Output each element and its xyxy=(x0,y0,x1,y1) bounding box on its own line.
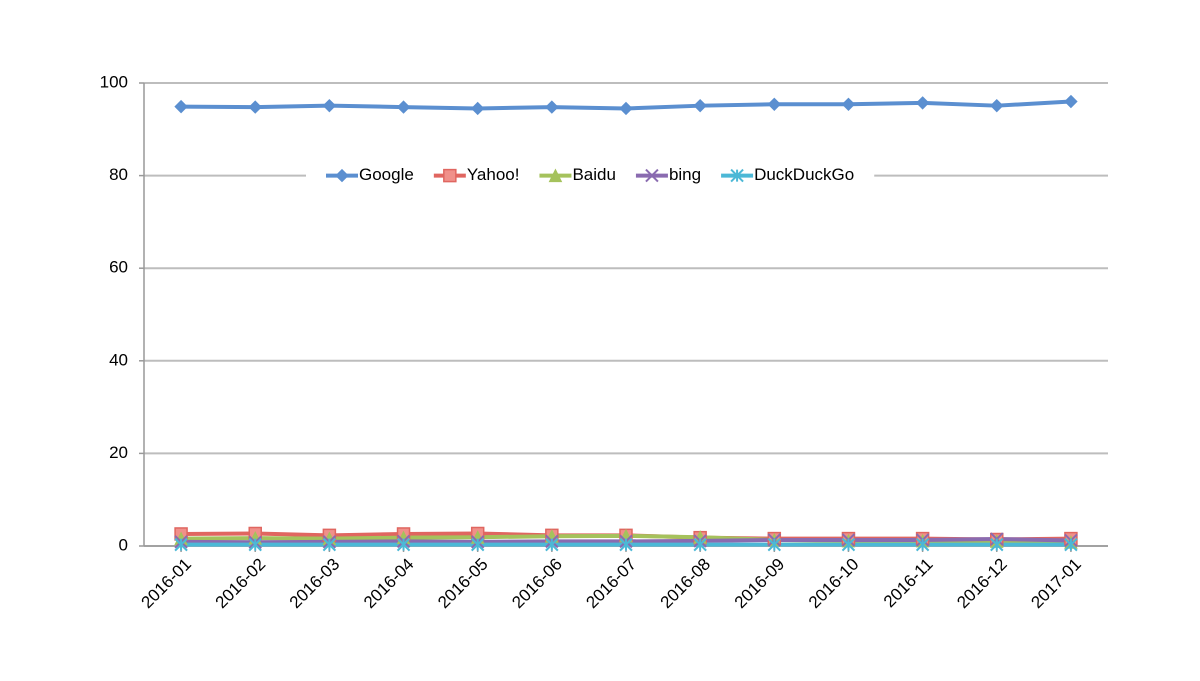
legend-marker xyxy=(548,168,563,183)
legend-label: bing xyxy=(669,165,701,184)
data-point xyxy=(545,100,559,114)
x-tick-label: 2016-11 xyxy=(880,555,937,612)
data-point xyxy=(1064,537,1078,552)
data-point xyxy=(248,537,262,552)
data-point xyxy=(1064,94,1078,109)
data-point xyxy=(248,100,262,114)
x-tick-label: 2016-09 xyxy=(731,555,789,613)
x-tick-label: 2016-08 xyxy=(657,555,715,613)
data-point xyxy=(841,97,856,112)
x-tick-label: 2016-01 xyxy=(138,555,196,613)
legend-marker xyxy=(730,168,744,183)
legend-label: DuckDuckGo xyxy=(754,165,854,184)
x-tick-label: 2016-07 xyxy=(582,555,640,613)
data-point xyxy=(990,98,1004,113)
x-tick-label: 2016-12 xyxy=(953,555,1011,613)
legend-marker xyxy=(443,168,457,183)
data-point xyxy=(841,537,856,552)
data-point xyxy=(396,100,411,114)
legend-label: Google xyxy=(359,165,414,184)
data-point xyxy=(767,97,782,112)
y-tick-label: 80 xyxy=(109,165,128,184)
legend-label: Yahoo! xyxy=(467,165,520,184)
data-point xyxy=(545,537,559,552)
data-point xyxy=(619,101,633,116)
data-point xyxy=(174,537,188,552)
data-point xyxy=(693,537,707,552)
data-point xyxy=(915,96,930,110)
x-tick-label: 2016-02 xyxy=(212,555,270,613)
data-point xyxy=(915,537,930,552)
data-point xyxy=(174,99,188,114)
data-point xyxy=(470,101,485,116)
data-point xyxy=(470,537,485,552)
data-point xyxy=(767,537,782,552)
data-point xyxy=(693,98,707,113)
data-point xyxy=(322,537,337,552)
data-point xyxy=(396,537,411,552)
data-point xyxy=(990,537,1004,552)
y-tick-label: 60 xyxy=(109,258,128,277)
legend-background xyxy=(306,161,875,190)
y-tick-label: 20 xyxy=(109,443,128,462)
data-point xyxy=(619,537,633,552)
x-tick-label: 2016-03 xyxy=(286,555,344,613)
x-tick-label: 2017-01 xyxy=(1027,555,1085,613)
data-point xyxy=(322,98,337,113)
y-tick-label: 100 xyxy=(100,72,128,91)
y-tick-label: 0 xyxy=(119,535,128,554)
x-tick-label: 2016-06 xyxy=(508,555,566,613)
legend-label: Baidu xyxy=(572,165,615,184)
legend-marker xyxy=(645,168,659,183)
x-tick-label: 2016-04 xyxy=(360,555,418,613)
y-tick-label: 40 xyxy=(109,350,128,369)
legend-marker xyxy=(335,168,349,183)
x-tick-label: 2016-10 xyxy=(805,555,863,613)
x-tick-label: 2016-05 xyxy=(434,555,492,613)
